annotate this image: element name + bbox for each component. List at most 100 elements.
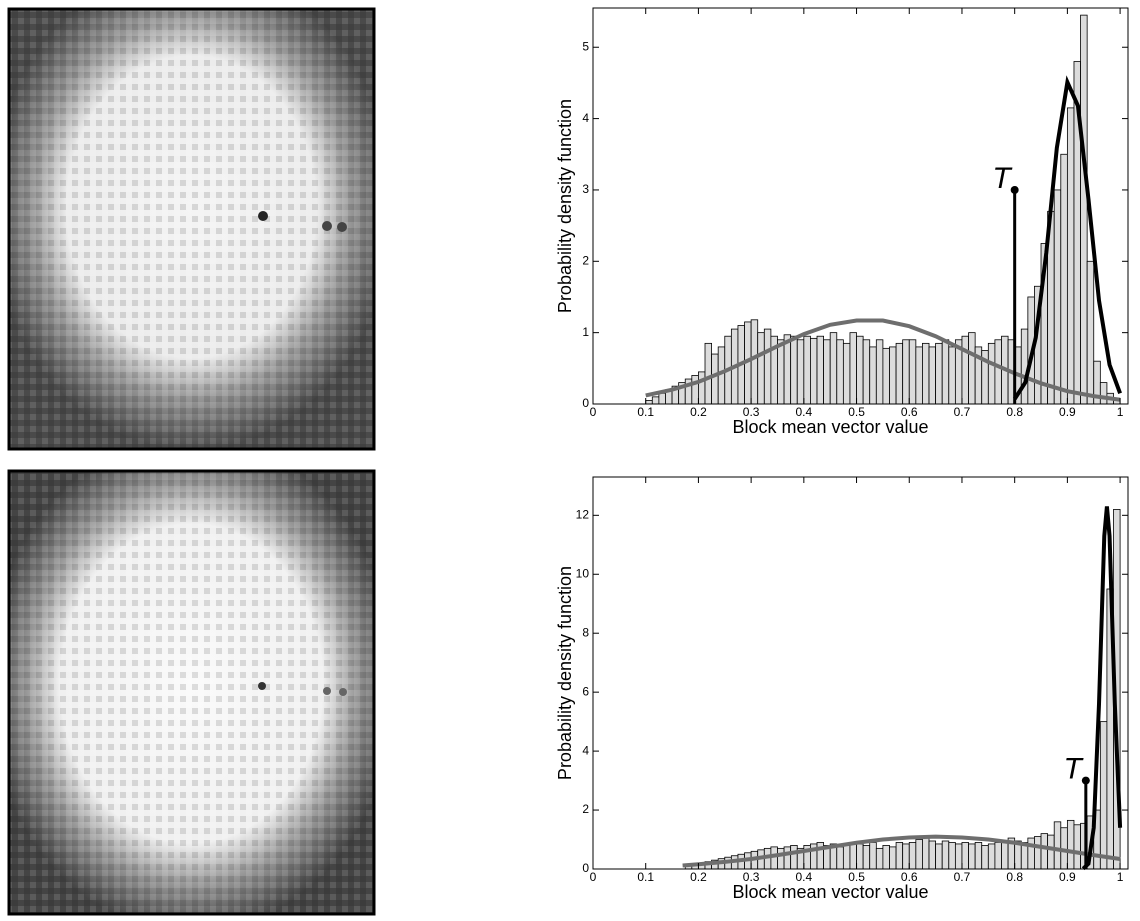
bar: [816, 335, 825, 405]
y-tick-label: 10: [576, 566, 590, 580]
x-tick-label: 0.4: [795, 870, 812, 884]
bar: [849, 332, 857, 405]
y-tick-label: 8: [582, 625, 589, 639]
bar: [1066, 107, 1075, 405]
bar: [968, 843, 976, 870]
x-tick-label: 0.8: [1006, 405, 1023, 419]
bar: [902, 339, 910, 405]
y-tick-label: 4: [582, 743, 589, 757]
bar: [928, 346, 937, 405]
x-tick-label: 0.9: [1059, 870, 1076, 884]
bar: [935, 342, 943, 405]
bar: [1047, 834, 1055, 870]
bar: [823, 339, 831, 405]
bar: [994, 842, 1002, 870]
bar: [895, 342, 904, 405]
bar: [882, 347, 890, 405]
bar: [875, 339, 884, 405]
bar: [1053, 189, 1062, 405]
bar: [994, 339, 1002, 405]
y-tick-label: 0: [582, 861, 589, 875]
y-tick-label: 1: [582, 325, 589, 339]
image-top: [7, 7, 376, 451]
bar: [790, 845, 798, 870]
x-tick-label: 0.7: [954, 870, 971, 884]
bar: [856, 843, 864, 870]
bar: [941, 339, 950, 405]
y-tick-label: 2: [582, 802, 589, 816]
y-axis-label: Probability density function: [555, 99, 575, 313]
bar: [691, 375, 699, 405]
bar: [908, 339, 917, 405]
x-tick-label: 0.2: [690, 405, 707, 419]
x-tick-label: 1: [1117, 405, 1124, 419]
y-tick-label: 6: [582, 684, 589, 698]
y-tick-label: 0: [582, 396, 589, 410]
bar: [1053, 821, 1062, 870]
bar: [928, 840, 937, 870]
annotation: T: [1064, 753, 1085, 786]
bar: [796, 339, 805, 405]
bar: [882, 845, 890, 870]
bar: [954, 843, 963, 870]
bar: [1001, 840, 1009, 870]
bar: [750, 319, 759, 405]
x-axis-label: Block mean vector value: [732, 882, 928, 902]
x-tick-label: 0.5: [848, 405, 865, 419]
bar: [810, 337, 818, 405]
x-tick-label: 0.6: [901, 405, 918, 419]
bar: [922, 837, 930, 870]
plot-frame: [592, 476, 1129, 870]
chart: T 0 0.1 0.2 0.3 0.4 0.5 0.6 0.7 0.8 0.9 1 0 1 2 3 4 5 Bloc…: [555, 7, 1129, 437]
bar: [1060, 153, 1068, 405]
bar: [889, 346, 897, 405]
bar: [1040, 833, 1049, 870]
bar: [889, 846, 897, 870]
x-axis-label: Block mean vector value: [732, 417, 928, 437]
bar: [645, 400, 653, 405]
annotation: T: [992, 162, 1013, 195]
bar: [968, 332, 976, 405]
bar: [757, 332, 765, 405]
bar: [698, 371, 706, 405]
bar: [763, 328, 772, 405]
bar: [922, 342, 930, 405]
bar: [651, 396, 660, 405]
bar: [948, 842, 956, 870]
x-tick-label: 1: [1117, 870, 1124, 884]
bar: [777, 339, 785, 405]
bar: [777, 847, 785, 870]
bar: [1020, 328, 1029, 405]
bar: [895, 842, 904, 870]
x-tick-label: 0.2: [690, 870, 707, 884]
y-tick-label: 3: [582, 182, 589, 196]
y-tick-label: 12: [576, 507, 590, 521]
x-tick-label: 0.3: [743, 870, 760, 884]
bar: [961, 842, 969, 870]
curve: [682, 834, 1121, 868]
bar: [974, 842, 983, 870]
bar: [1073, 824, 1081, 870]
x-tick-label: 0.1: [637, 870, 654, 884]
bar: [842, 342, 851, 405]
bar: [836, 846, 844, 870]
bar: [1066, 819, 1075, 870]
bar: [1099, 382, 1108, 405]
bar: [803, 335, 811, 405]
bar: [981, 845, 989, 870]
bar: [941, 840, 950, 870]
bar: [862, 339, 871, 405]
bar: [908, 842, 917, 870]
bar: [862, 845, 871, 870]
y-tick-label: 5: [582, 39, 589, 53]
bar: [856, 335, 864, 405]
bar: [1027, 837, 1035, 870]
bar: [987, 843, 996, 870]
bar: [783, 846, 792, 870]
x-tick-label: 0.6: [901, 870, 918, 884]
bar: [1080, 14, 1088, 405]
x-tick-label: 0: [590, 870, 597, 884]
y-tick-label: 2: [582, 253, 589, 267]
